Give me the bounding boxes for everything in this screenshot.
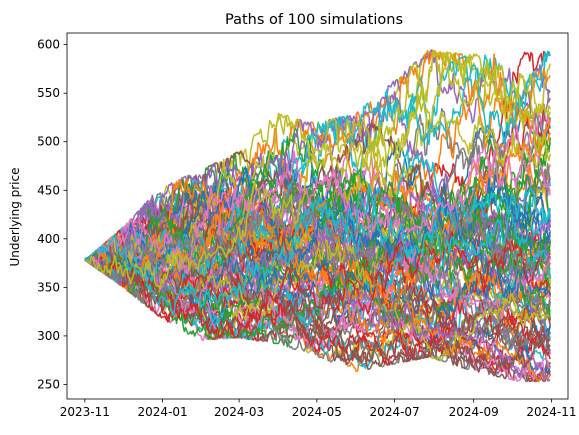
series-line-86 [84, 198, 551, 346]
y-tick-label: 300 [37, 329, 60, 343]
y-tick-label: 250 [37, 377, 60, 391]
series-line-97 [84, 139, 551, 274]
series-line-81 [84, 240, 551, 341]
series-line-96 [84, 232, 551, 374]
y-tick-label: 500 [37, 135, 60, 149]
series-line-94 [84, 231, 551, 339]
chart-title: Paths of 100 simulations [225, 12, 403, 28]
y-axis-label: Underlying price [8, 168, 22, 267]
series-line-91 [84, 167, 551, 298]
y-tick-label: 550 [37, 86, 60, 100]
x-tick-label: 2024-11 [526, 405, 576, 419]
y-tick-label: 350 [37, 280, 60, 294]
y-tick-label: 400 [37, 232, 60, 246]
series-line-95 [84, 183, 551, 382]
plot-frame [66, 32, 569, 400]
x-tick-label: 2024-03 [214, 405, 264, 419]
series-group [84, 49, 551, 383]
x-tick-label: 2024-05 [292, 405, 342, 419]
series-line-89 [84, 234, 551, 362]
series-line-100 [84, 183, 551, 316]
series-line-84 [84, 229, 551, 366]
axes: 250 300 350 400 450 500 550 600 2023-11 2024-01 20… [37, 32, 576, 419]
x-tick-label: 2023-11 [60, 405, 110, 419]
y-tick-label: 450 [37, 183, 60, 197]
series-line-93 [84, 163, 551, 321]
x-tick-label: 2024-09 [449, 405, 499, 419]
series-line-98 [84, 201, 551, 324]
y-tick-label: 600 [37, 38, 60, 52]
series-line-99 [84, 52, 551, 291]
x-tick-label: 2024-01 [138, 405, 188, 419]
x-tick-label: 2024-07 [370, 405, 420, 419]
